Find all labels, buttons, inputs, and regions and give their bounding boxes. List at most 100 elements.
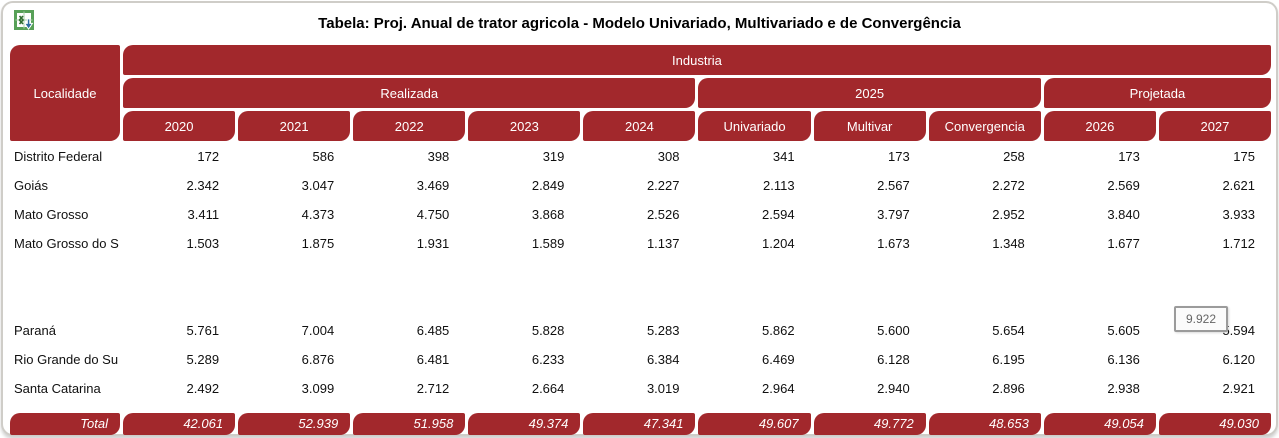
cell: 5.289 (186, 352, 220, 367)
cell (468, 289, 580, 315)
cell: 3.933 (1222, 207, 1255, 222)
cell (1044, 289, 1156, 315)
cell: 5.600 (877, 323, 910, 338)
page-title: Tabela: Proj. Anual de trator agricola -… (318, 14, 961, 32)
col-header-2026: 2026 (1043, 111, 1156, 141)
cell: 2.569 (1107, 178, 1140, 193)
cell: 4.750 (416, 207, 450, 222)
cell (238, 260, 350, 286)
cell: 5.605 (1107, 323, 1140, 338)
cell (238, 289, 350, 315)
cell: 173 (887, 149, 910, 164)
row-label: Paraná (14, 323, 56, 338)
cell (929, 289, 1041, 315)
cell: 6.384 (646, 352, 680, 367)
cell: 3.019 (646, 381, 680, 396)
cell: 3.469 (416, 178, 450, 193)
col-header-2024: 2024 (583, 111, 696, 141)
cell (929, 260, 1041, 286)
export-excel-button[interactable] (13, 10, 39, 36)
group-header-2025: 2025 (698, 78, 1041, 108)
cell: 2.567 (877, 178, 910, 193)
cell: 2.621 (1222, 178, 1255, 193)
cell (814, 289, 926, 315)
cell: 2.849 (531, 178, 565, 193)
cell: 5.761 (186, 323, 220, 338)
cell: 3.797 (877, 207, 910, 222)
total-cell: 49.374 (468, 413, 581, 435)
cell: 6.485 (416, 323, 450, 338)
cell: 2.342 (186, 178, 220, 193)
top-header-industria: Industria (123, 45, 1271, 75)
cell: 1.589 (531, 236, 565, 251)
cell: 7.004 (301, 323, 335, 338)
cell: 1.712 (1222, 236, 1255, 251)
col-header-univariado: Univariado (698, 111, 811, 141)
cell: 6.876 (301, 352, 335, 367)
cell: 2.964 (762, 381, 795, 396)
row-label: Mato Grosso (14, 207, 89, 222)
row-label: Mato Grosso do S (14, 236, 119, 251)
total-cell: 47.341 (583, 413, 696, 435)
total-label: Total (10, 413, 120, 435)
cell: 308 (657, 149, 680, 164)
cell: 5.828 (531, 323, 565, 338)
total-cell: 52.939 (238, 413, 351, 435)
cell: 341 (772, 149, 795, 164)
cell: 6.136 (1107, 352, 1140, 367)
cell (583, 260, 695, 286)
cell: 1.677 (1107, 236, 1140, 251)
total-cell: 49.030 (1158, 413, 1271, 435)
col-header-2021: 2021 (238, 111, 351, 141)
cell: 6.481 (416, 352, 450, 367)
cell: 2.526 (646, 207, 680, 222)
cell: 6.120 (1222, 352, 1255, 367)
cell: 6.195 (992, 352, 1025, 367)
cell: 1.503 (186, 236, 220, 251)
cell: 173 (1118, 149, 1140, 164)
group-header-projetada: Projetada (1043, 78, 1271, 108)
corner-header-localidade: Localidade (10, 45, 120, 141)
total-cell: 51.958 (353, 413, 466, 435)
cell: 3.840 (1107, 207, 1140, 222)
cell (353, 289, 465, 315)
cell: 5.283 (646, 323, 680, 338)
cell (123, 260, 235, 286)
col-header-2020: 2020 (123, 111, 236, 141)
cell: 6.128 (877, 352, 910, 367)
row-label (10, 289, 120, 315)
col-header-2023: 2023 (468, 111, 581, 141)
cell: 3.868 (531, 207, 565, 222)
row-label: Distrito Federal (14, 149, 103, 164)
cell: 2.940 (877, 381, 910, 396)
cell: 2.921 (1222, 381, 1255, 396)
cell: 1.673 (877, 236, 910, 251)
cell: 2.712 (416, 381, 450, 396)
title-bar: Tabela: Proj. Anual de trator agricola -… (3, 3, 1276, 43)
row-label: Rio Grande do Su (14, 352, 119, 367)
cell (814, 260, 926, 286)
cell (1044, 260, 1156, 286)
cell: 1.348 (992, 236, 1025, 251)
total-cell: 42.061 (123, 413, 236, 435)
row-label: Goiás (14, 178, 48, 193)
total-cell: 49.054 (1043, 413, 1156, 435)
cell: 1.931 (416, 236, 450, 251)
cell: 5.594 (1222, 323, 1255, 338)
cell (468, 260, 580, 286)
total-cell: 49.607 (698, 413, 811, 435)
cell (123, 289, 235, 315)
row-label (10, 260, 120, 286)
cell (353, 260, 465, 286)
cell: 2.938 (1107, 381, 1140, 396)
cell: 3.411 (187, 207, 220, 222)
cell: 2.896 (992, 381, 1025, 396)
cell (698, 260, 810, 286)
cell: 3.047 (301, 178, 335, 193)
cell: 2.113 (763, 178, 795, 193)
cell: 398 (427, 149, 450, 164)
col-header-2022: 2022 (353, 111, 466, 141)
cell: 2.594 (762, 207, 795, 222)
cell: 586 (312, 149, 335, 164)
